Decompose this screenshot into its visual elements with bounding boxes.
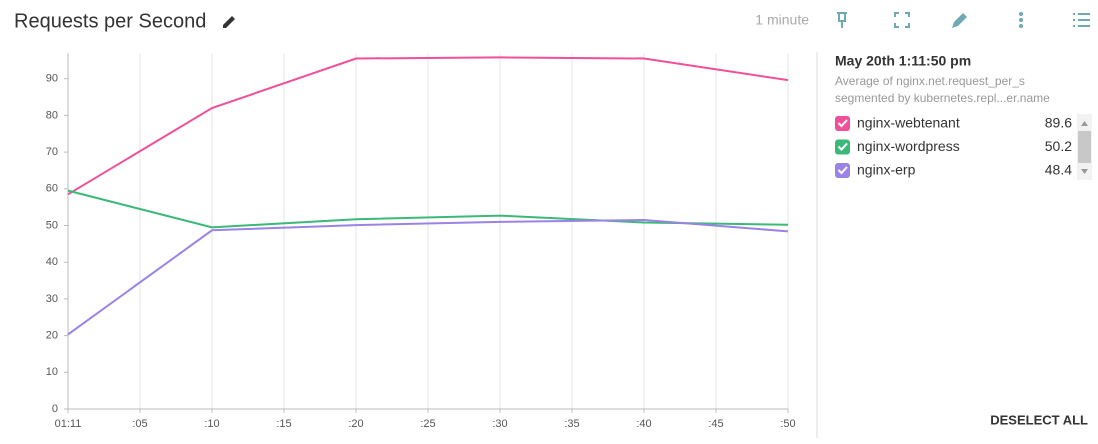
y-tick-label: 0 <box>52 403 58 415</box>
legend-item[interactable]: nginx-webtenant 89.6 <box>835 115 1072 131</box>
legend-icon[interactable] <box>1073 13 1090 27</box>
x-tick-label: :25 <box>420 418 435 430</box>
legend-label: nginx-webtenant <box>857 115 960 131</box>
x-tick-label: :15 <box>276 418 291 430</box>
y-tick-label: 30 <box>46 293 58 305</box>
legend-description: Average of nginx.net.request_per_s <box>835 74 1025 88</box>
x-tick-label: :10 <box>204 418 219 430</box>
series-line <box>67 56 789 196</box>
x-tick-label: :35 <box>564 418 579 430</box>
x-tick-label: :40 <box>636 418 651 430</box>
y-tick-label: 10 <box>46 366 58 378</box>
edit-icon[interactable] <box>952 13 967 28</box>
legend-timestamp: May 20th 1:11:50 pm <box>835 53 971 69</box>
y-tick-label: 20 <box>46 330 58 342</box>
y-tick-label: 70 <box>46 146 58 158</box>
x-tick-label: :05 <box>132 418 147 430</box>
y-tick-label: 90 <box>46 73 58 85</box>
legend-label: nginx-wordpress <box>857 138 960 154</box>
x-tick-label: :30 <box>492 418 507 430</box>
checkmark <box>837 119 848 128</box>
pin-icon[interactable] <box>837 12 847 28</box>
y-tick-label: 50 <box>46 219 58 231</box>
checkmark <box>837 142 848 151</box>
series-line <box>67 189 789 229</box>
y-tick-label: 80 <box>46 109 58 121</box>
edit-title-icon[interactable] <box>223 16 235 28</box>
x-tick-label: :20 <box>348 418 363 430</box>
y-tick-label: 60 <box>46 183 58 195</box>
x-tick-label: 01:11 <box>55 418 82 430</box>
checkmark <box>837 166 848 175</box>
legend-item[interactable]: nginx-erp 48.4 <box>835 162 1072 178</box>
x-tick-label: :50 <box>780 418 795 430</box>
widget-title: Requests per Second <box>14 10 206 32</box>
x-tick-label: :45 <box>708 418 723 430</box>
deselect-all[interactable]: DESELECT ALL <box>990 412 1088 427</box>
legend-value: 48.4 <box>1045 162 1072 178</box>
legend-value: 50.2 <box>1045 138 1072 154</box>
legend-item[interactable]: nginx-wordpress 50.2 <box>835 138 1072 155</box>
y-tick-label: 40 <box>46 256 58 268</box>
series-line <box>67 218 789 336</box>
legend-description: segmented by kubernetes.repl...er.name <box>835 91 1050 105</box>
more-icon[interactable] <box>1019 12 1023 28</box>
legend-label: nginx-erp <box>857 162 916 178</box>
legend-value: 89.6 <box>1045 115 1072 131</box>
fullscreen-icon[interactable] <box>894 12 910 28</box>
timeframe[interactable]: 1 minute <box>755 12 809 28</box>
scrollbar[interactable] <box>1077 114 1092 180</box>
toolbar <box>837 12 1090 28</box>
